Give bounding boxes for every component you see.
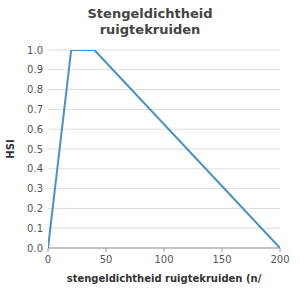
title-line: ruigtekruiden [100, 22, 201, 37]
grid-line [48, 69, 280, 70]
x-tick [48, 248, 49, 252]
y-tick-label: 0.0 [27, 243, 43, 254]
x-axis-label: stengeldichtheid ruigtekruiden (n/ [67, 273, 262, 284]
y-tick-label: 0.8 [27, 84, 43, 95]
grid-line [48, 89, 280, 90]
chart: Stengeldichtheidruigtekruiden0.00.10.20.… [0, 0, 300, 300]
x-tick [164, 248, 165, 252]
chart-container: Stengeldichtheidruigtekruiden0.00.10.20.… [0, 0, 300, 300]
grid-line [48, 168, 280, 169]
grid-line [48, 228, 280, 229]
title-line: Stengeldichtheid [88, 6, 213, 21]
x-tick [280, 248, 281, 252]
grid-line [48, 149, 280, 150]
y-tick-label: 1.0 [27, 45, 43, 56]
plot-area [48, 50, 280, 248]
y-tick-label: 0.1 [27, 223, 43, 234]
y-tick-label: 0.3 [27, 183, 43, 194]
grid-line [48, 248, 280, 249]
grid-line [48, 109, 280, 110]
grid-line [48, 129, 280, 130]
y-tick-label: 0.4 [27, 163, 43, 174]
title: Stengeldichtheidruigtekruiden [88, 6, 213, 37]
x-tick-label: 0 [45, 254, 51, 265]
x-tick [222, 248, 223, 252]
x-tick-label: 150 [212, 254, 231, 265]
x-tick-label: 100 [154, 254, 173, 265]
grid-line [48, 188, 280, 189]
x-axis-line [48, 248, 280, 249]
background [0, 0, 300, 300]
y-tick-label: 0.7 [27, 104, 43, 115]
x-tick [106, 248, 107, 252]
x-tick-label: 50 [100, 254, 113, 265]
grid-line [48, 208, 280, 209]
y-tick-label: 0.9 [27, 64, 43, 75]
x-tick-label: 200 [270, 254, 289, 265]
y-tick-label: 0.2 [27, 203, 43, 214]
line [48, 50, 280, 248]
grid [48, 50, 280, 248]
y-tick-label: 0.6 [27, 124, 43, 135]
y-tick-label: 0.5 [27, 144, 43, 155]
axes: 0.0 0.1 0.2 0.3 0.4 0.5 0.6 0.7 0.8 0.9 1.0 0 50 100 1… [27, 45, 289, 266]
y-axis-label: HSI [5, 139, 16, 158]
